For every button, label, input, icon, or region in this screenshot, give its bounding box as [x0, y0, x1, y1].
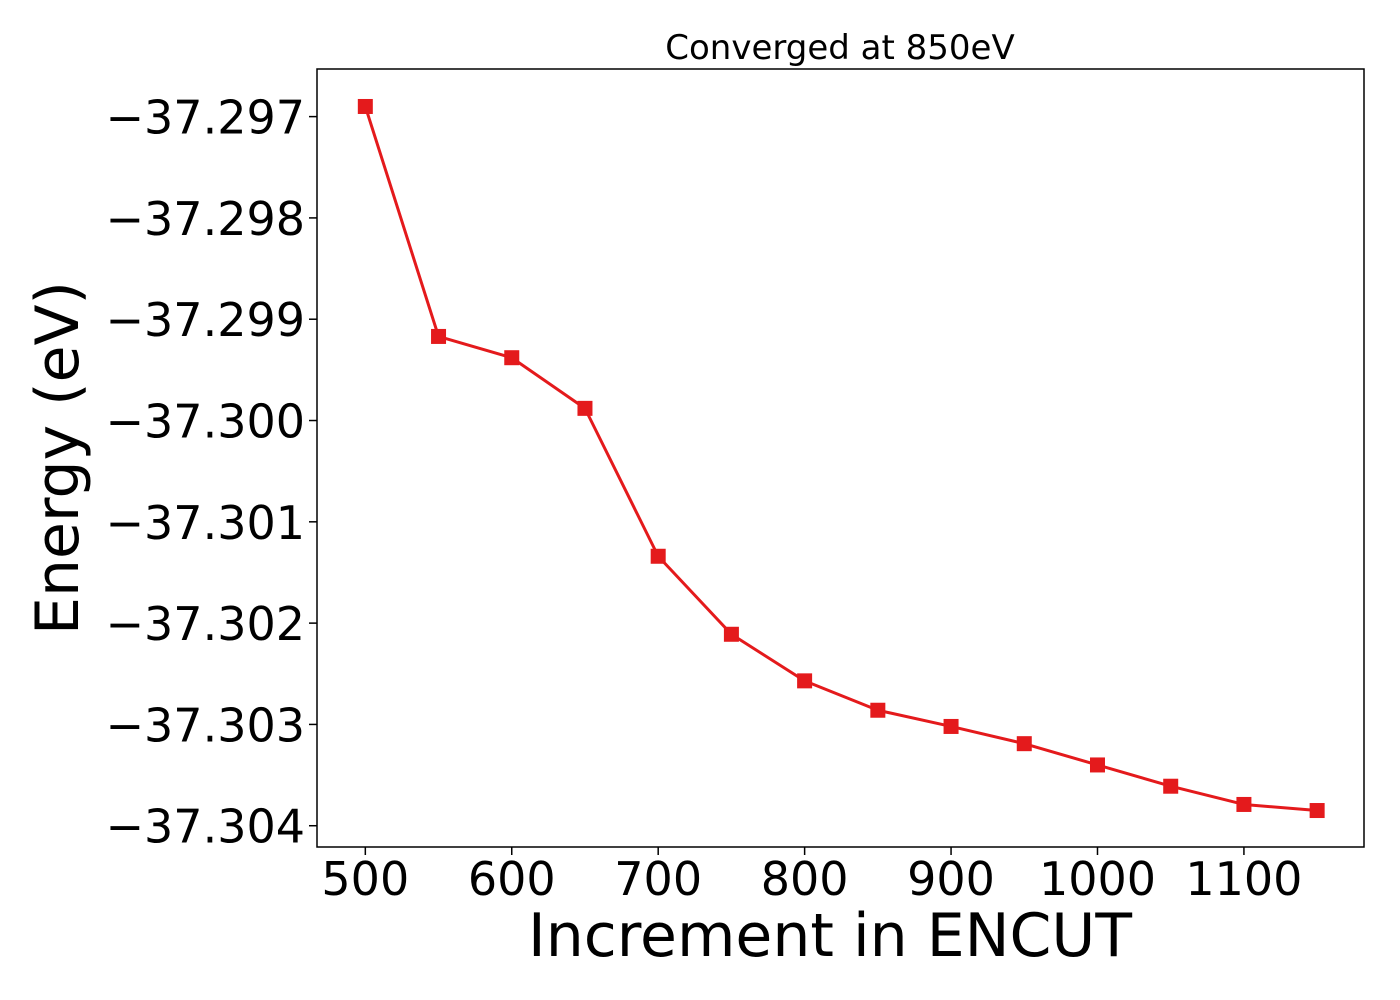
data-point-marker — [650, 548, 666, 564]
y-tick-label: −37.304 — [106, 800, 306, 854]
x-tick-label: 700 — [614, 852, 702, 906]
data-point-marker — [797, 673, 813, 689]
series-line — [363, 106, 1318, 813]
y-axis-title: Energy (eV) — [23, 281, 93, 635]
data-point-marker — [504, 350, 520, 366]
plot-area-frame — [316, 68, 1365, 848]
series-layer — [357, 98, 1325, 819]
x-tick-label: 900 — [907, 852, 995, 906]
x-axis-title: Increment in ENCUT — [528, 901, 1132, 971]
data-point-marker — [1163, 778, 1179, 794]
data-point-marker — [1236, 796, 1252, 812]
data-point-marker — [870, 702, 886, 718]
data-point-marker — [577, 400, 593, 416]
x-tick-label: 1000 — [1039, 852, 1156, 906]
y-tick-label: −37.301 — [106, 496, 306, 550]
y-tick-label: −37.303 — [106, 698, 306, 752]
data-point-marker — [1016, 736, 1032, 752]
ticks-layer: 500 600 700 800 900 1000 1100 −37.297 −37.298 −37… — [106, 91, 1303, 906]
y-tick-label: −37.300 — [106, 395, 306, 449]
x-tick-label: 800 — [761, 852, 849, 906]
x-tick-label: 500 — [321, 852, 409, 906]
data-point-marker — [943, 718, 959, 734]
data-point-marker — [1309, 803, 1325, 819]
chart-title: Converged at 850eV — [665, 28, 1014, 68]
data-point-marker — [723, 626, 739, 642]
data-point-marker — [357, 98, 373, 114]
y-tick-label: −37.302 — [106, 597, 306, 651]
y-tick-label: −37.298 — [106, 192, 306, 246]
data-point-marker — [1089, 757, 1105, 773]
x-tick-label: 1100 — [1185, 852, 1302, 906]
x-tick-label: 600 — [468, 852, 556, 906]
y-tick-label: −37.297 — [106, 91, 306, 145]
data-point-marker — [431, 328, 447, 344]
y-tick-label: −37.299 — [106, 293, 306, 347]
